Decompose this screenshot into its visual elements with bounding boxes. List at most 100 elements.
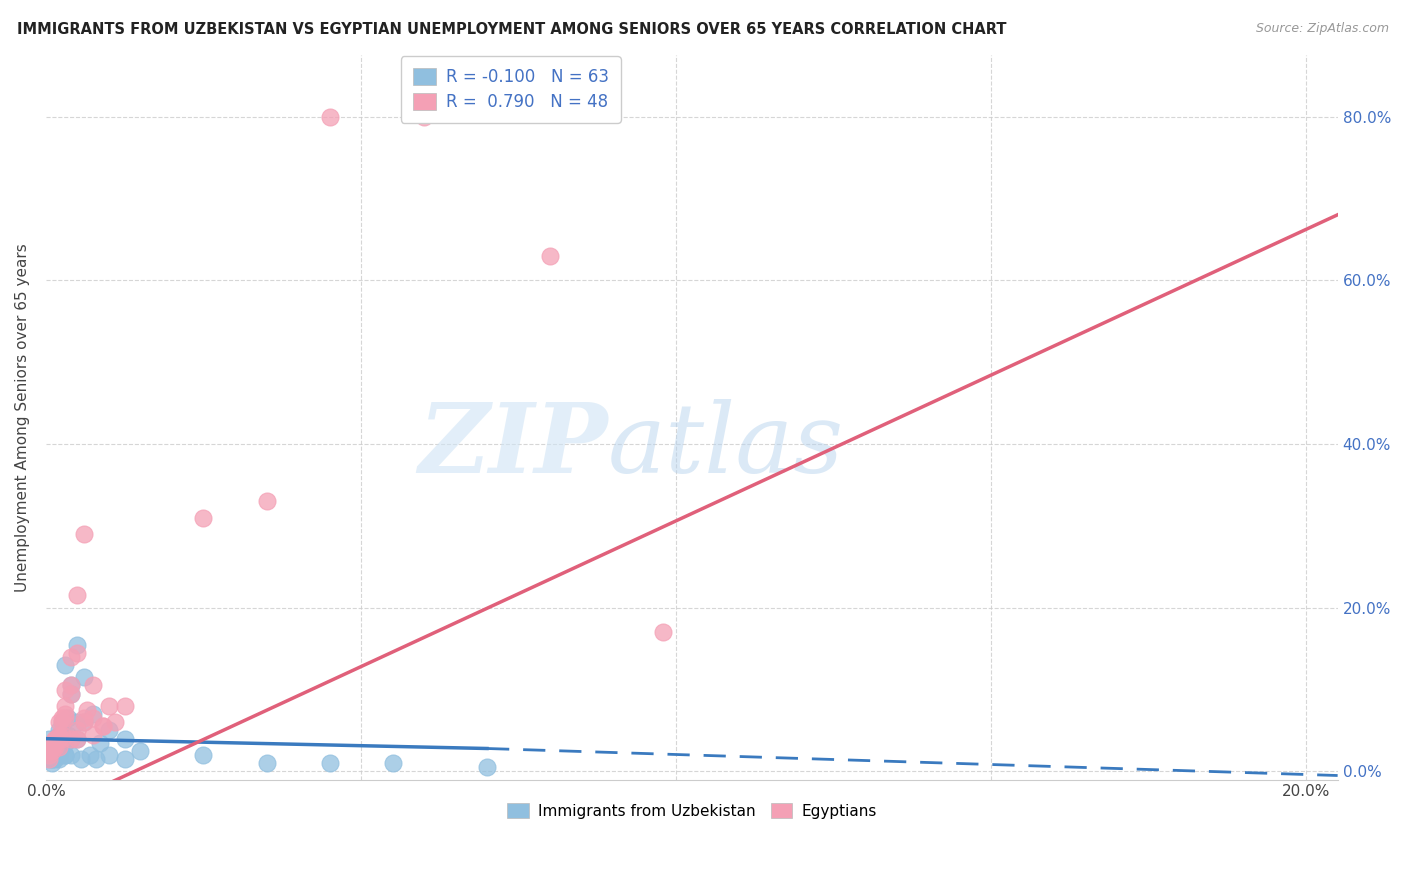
Point <box>41 744 63 758</box>
Point <box>41 736 63 750</box>
Point <box>413 110 436 124</box>
Y-axis label: Unemployment Among Seniors over 65 years: Unemployment Among Seniors over 65 years <box>15 243 30 591</box>
Point <box>66 638 89 652</box>
Text: IMMIGRANTS FROM UZBEKISTAN VS EGYPTIAN UNEMPLOYMENT AMONG SENIORS OVER 65 YEARS : IMMIGRANTS FROM UZBEKISTAN VS EGYPTIAN U… <box>17 22 1007 37</box>
Point <box>41 752 63 766</box>
Point <box>86 752 108 766</box>
Point <box>89 736 111 750</box>
Point <box>51 731 73 746</box>
Point <box>41 739 63 754</box>
Point <box>73 715 96 730</box>
Point <box>48 728 70 742</box>
Point <box>73 670 96 684</box>
Point <box>381 756 404 771</box>
Point <box>38 752 60 766</box>
Point <box>53 682 76 697</box>
Point <box>60 747 83 762</box>
Point <box>53 707 76 722</box>
Point <box>318 756 340 771</box>
Point <box>114 731 136 746</box>
Point <box>256 756 278 771</box>
Point <box>538 249 561 263</box>
Point <box>475 760 498 774</box>
Point <box>38 744 60 758</box>
Point <box>66 731 89 746</box>
Point <box>76 703 98 717</box>
Point <box>73 711 96 725</box>
Text: ZIP: ZIP <box>418 400 607 493</box>
Point <box>98 698 121 713</box>
Point <box>48 715 70 730</box>
Point <box>56 728 79 742</box>
Point <box>41 752 63 766</box>
Point <box>41 739 63 754</box>
Point <box>193 510 215 524</box>
Point <box>41 747 63 762</box>
Point <box>44 744 66 758</box>
Point <box>44 744 66 758</box>
Point <box>69 752 91 766</box>
Point <box>66 589 89 603</box>
Legend: Immigrants from Uzbekistan, Egyptians: Immigrants from Uzbekistan, Egyptians <box>499 795 884 826</box>
Point <box>48 747 70 762</box>
Point <box>60 678 83 692</box>
Point <box>38 731 60 746</box>
Point <box>48 731 70 746</box>
Point <box>79 747 101 762</box>
Point <box>60 687 83 701</box>
Point <box>193 747 215 762</box>
Point <box>48 731 70 746</box>
Point <box>51 739 73 754</box>
Point <box>60 731 83 746</box>
Point <box>66 646 89 660</box>
Point <box>48 739 70 754</box>
Point <box>38 752 60 766</box>
Point <box>51 715 73 730</box>
Point <box>51 711 73 725</box>
Point <box>44 739 66 754</box>
Point <box>53 728 76 742</box>
Point <box>104 715 127 730</box>
Point <box>60 649 83 664</box>
Point <box>38 747 60 762</box>
Point <box>73 527 96 541</box>
Point <box>114 752 136 766</box>
Point <box>82 678 104 692</box>
Point <box>44 736 66 750</box>
Point <box>82 728 104 742</box>
Point <box>53 747 76 762</box>
Point <box>48 723 70 738</box>
Text: atlas: atlas <box>607 400 844 493</box>
Point <box>98 723 121 738</box>
Point <box>53 711 76 725</box>
Point <box>51 728 73 742</box>
Point <box>652 625 675 640</box>
Point <box>51 715 73 730</box>
Point <box>44 731 66 746</box>
Point <box>48 752 70 766</box>
Point <box>66 731 89 746</box>
Point <box>98 747 121 762</box>
Point <box>60 687 83 701</box>
Point <box>66 723 89 738</box>
Point <box>48 747 70 762</box>
Point <box>41 756 63 771</box>
Point <box>60 678 83 692</box>
Point <box>38 744 60 758</box>
Point <box>48 744 70 758</box>
Point <box>73 715 96 730</box>
Point <box>256 494 278 508</box>
Point <box>53 747 76 762</box>
Point <box>82 711 104 725</box>
Point <box>318 110 340 124</box>
Point <box>60 731 83 746</box>
Point <box>44 731 66 746</box>
Point <box>53 736 76 750</box>
Point <box>53 736 76 750</box>
Point <box>44 744 66 758</box>
Point <box>53 658 76 673</box>
Point <box>41 736 63 750</box>
Point <box>38 747 60 762</box>
Point <box>48 728 70 742</box>
Point <box>66 715 89 730</box>
